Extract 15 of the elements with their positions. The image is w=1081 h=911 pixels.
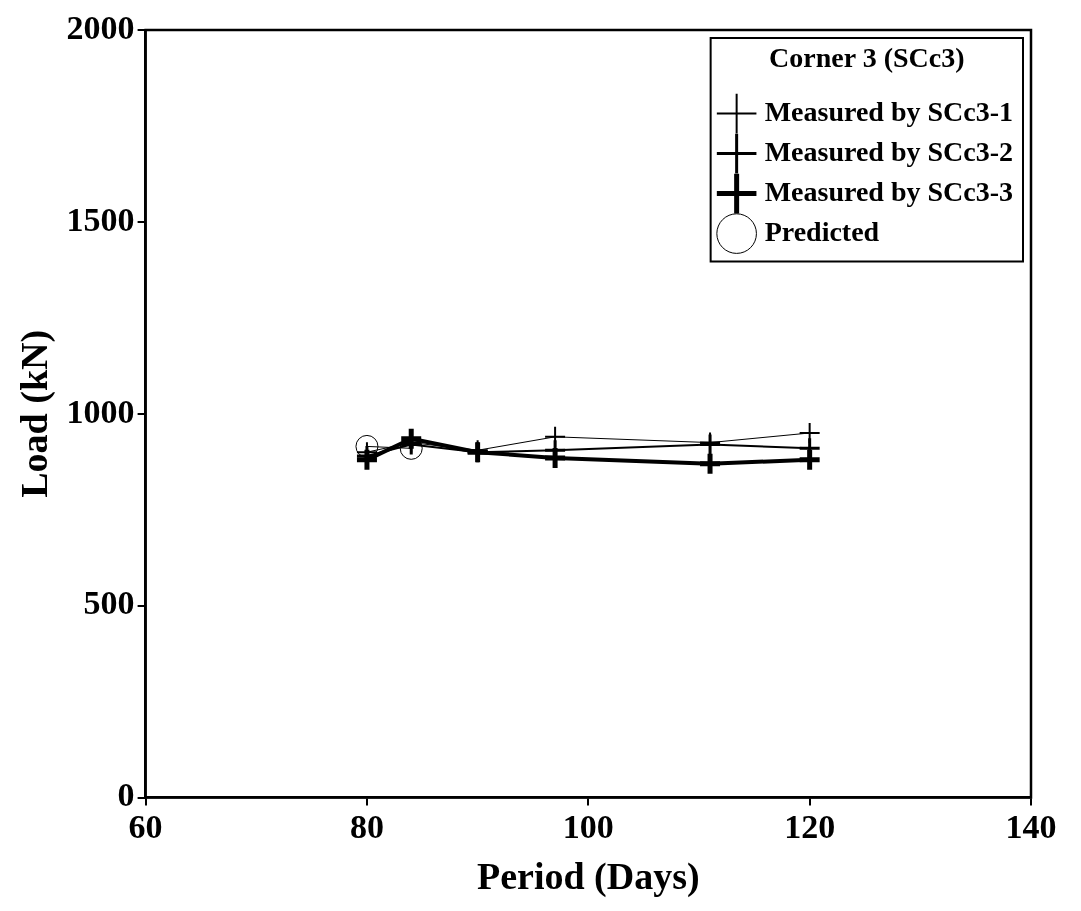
- legend-title: Corner 3 (SCc3): [769, 42, 965, 74]
- legend-label: Predicted: [764, 215, 880, 247]
- y-tick-label: 2000: [66, 8, 135, 46]
- x-tick-label: 120: [784, 807, 836, 845]
- x-tick-label: 100: [562, 807, 614, 845]
- y-tick-label: 1000: [66, 392, 135, 430]
- x-axis-title: Period (Days): [476, 855, 700, 899]
- x-tick-label: 140: [1005, 807, 1057, 845]
- legend-label: Measured by SCc3-2: [764, 135, 1014, 167]
- y-tick-label: 500: [83, 584, 135, 622]
- x-tick-label: 80: [349, 807, 384, 845]
- y-tick-label: 1500: [66, 200, 135, 238]
- legend-label: Measured by SCc3-3: [764, 175, 1014, 207]
- legend-label: Measured by SCc3-1: [764, 95, 1014, 127]
- y-axis-title: Load (kN): [12, 329, 56, 498]
